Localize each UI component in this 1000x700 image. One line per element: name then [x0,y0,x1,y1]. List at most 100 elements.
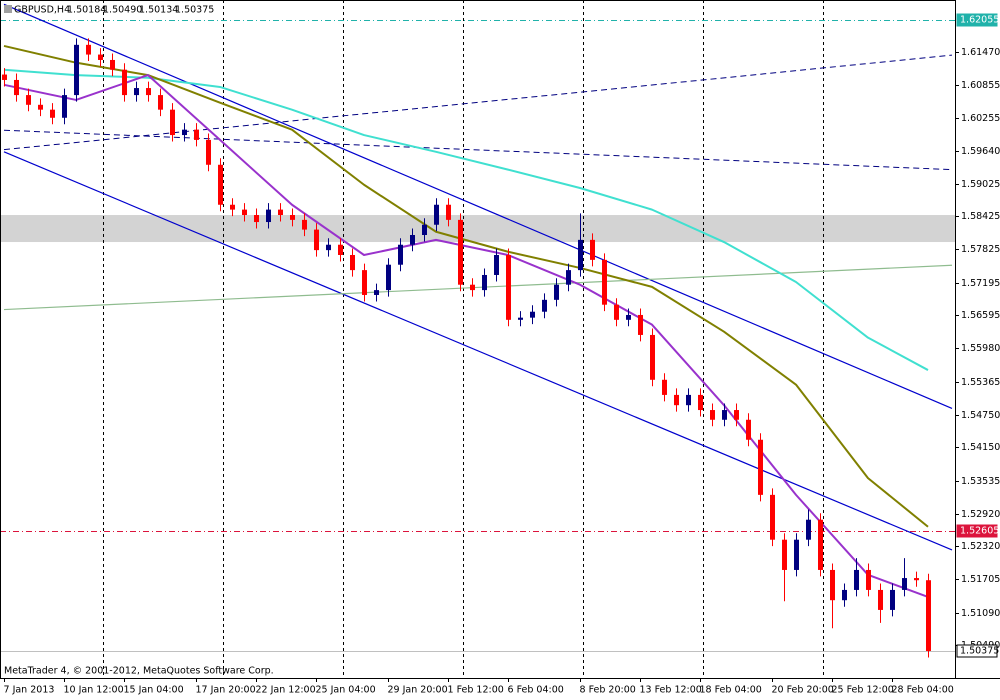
candle-body [818,519,823,570]
candle-body [290,215,295,220]
x-tick-label: 13 Feb 12:00 [640,685,702,696]
trend-line [3,129,953,171]
x-tick-label: 20 Feb 20:00 [772,685,834,696]
bar-high: 1.50490 [103,5,142,16]
candle-body [566,270,571,285]
candle-body [878,589,883,610]
candle-body [866,569,871,590]
x-tick-label: 15 Jan 04:00 [124,685,184,696]
x-tick-label: 7 Jan 2013 [4,685,55,696]
candle-body [722,410,727,420]
candle-body [770,494,775,540]
candle-body [122,69,127,96]
candle-body [98,54,103,60]
level-label-box [956,13,998,27]
y-tick-label: 1.55365 [961,377,1000,388]
level-label-box [956,524,998,538]
trend-line [3,54,953,151]
y-tick-label: 1.56595 [961,310,1000,321]
candle-body [86,44,91,55]
candle-body [158,95,163,110]
axes: 1.61470 1.60855 1.60255 1.59640 1.59025 1.584… [4,13,1000,696]
candle-body [254,215,259,223]
candle-body [230,204,235,210]
candle-body [914,578,919,581]
candle-body [518,317,523,320]
candle-body [410,235,415,245]
candle-body [398,244,403,265]
y-tick-label: 1.57195 [961,278,1000,289]
candle-body [614,304,619,320]
candle-body [374,290,379,295]
candle-body [2,74,7,80]
candle-body [794,539,799,570]
y-tick-label: 1.52320 [961,541,1000,552]
trend-line [3,151,953,551]
y-tick-label: 1.60855 [961,80,1000,91]
bar-open: 1.50184 [67,5,106,16]
candle-body [302,219,307,230]
symbol-icon [4,5,12,13]
x-tick-label: 8 Feb 20:00 [580,685,636,696]
candle-body [110,59,115,70]
candle-body [170,109,175,136]
candle-body [554,284,559,300]
candle-body [902,578,907,590]
candle-body [422,224,427,236]
y-tick-label: 1.59640 [961,146,1000,157]
candle-body [242,209,247,216]
candle-body [50,109,55,118]
y-tick-label: 1.57825 [961,244,1000,255]
candle-body [542,299,547,312]
y-tick-label: 1.61470 [961,47,1000,58]
level-label-box [956,644,998,658]
y-tick-label: 1.54150 [961,442,1000,453]
candle-body [842,589,847,601]
y-tick-label: 1.52920 [961,509,1000,520]
moving-average [3,44,929,528]
candle-body [194,129,199,140]
y-tick-label: 1.60255 [961,113,1000,124]
candle-body [206,139,211,165]
candle-body [854,569,859,590]
candle-body [734,410,739,420]
bar-low: 1.50134 [139,5,178,16]
x-tick-label: 25 Jan 04:00 [316,685,376,696]
y-tick-label: 1.58425 [961,211,1000,222]
copyright: MetaTrader 4, © 2001-2012, MetaQuotes So… [4,666,274,677]
y-tick-label: 1.54750 [961,410,1000,421]
y-tick-label: 1.51705 [961,574,1000,585]
candle-body [578,239,583,271]
candle-body [314,229,319,251]
candle-body [926,580,931,651]
candle-body [650,334,655,380]
candle-body [638,314,643,335]
symbol: GBPUSD,H4 [14,5,70,16]
trend-line [3,3,953,409]
candle-body [806,519,811,540]
moving-average [3,74,929,598]
trend-line [3,264,953,311]
bar-close: 1.50375 [175,5,214,16]
candle-body [458,219,463,285]
candle-body [710,410,715,420]
candle-body [758,439,763,495]
y-tick-label: 1.53535 [961,476,1000,487]
x-tick-label: 18 Feb 04:00 [700,685,762,696]
x-tick-label: 28 Feb 04:00 [892,685,954,696]
candle-body [134,88,139,96]
candle-body [62,95,67,118]
x-tick-label: 1 Feb 12:00 [448,685,504,696]
candle-body [482,274,487,291]
support-zone [0,215,955,243]
candle-body [506,254,511,320]
candle-body [446,204,451,220]
candle-body [626,314,631,320]
candle-body [890,589,895,610]
level-label: 1.50375 [960,646,999,657]
candle-body [14,79,19,96]
candle-body [218,164,223,205]
candle-body [590,239,595,260]
candle-body [662,379,667,395]
